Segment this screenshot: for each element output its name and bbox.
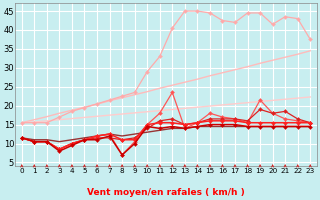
X-axis label: Vent moyen/en rafales ( km/h ): Vent moyen/en rafales ( km/h ) <box>87 188 245 197</box>
